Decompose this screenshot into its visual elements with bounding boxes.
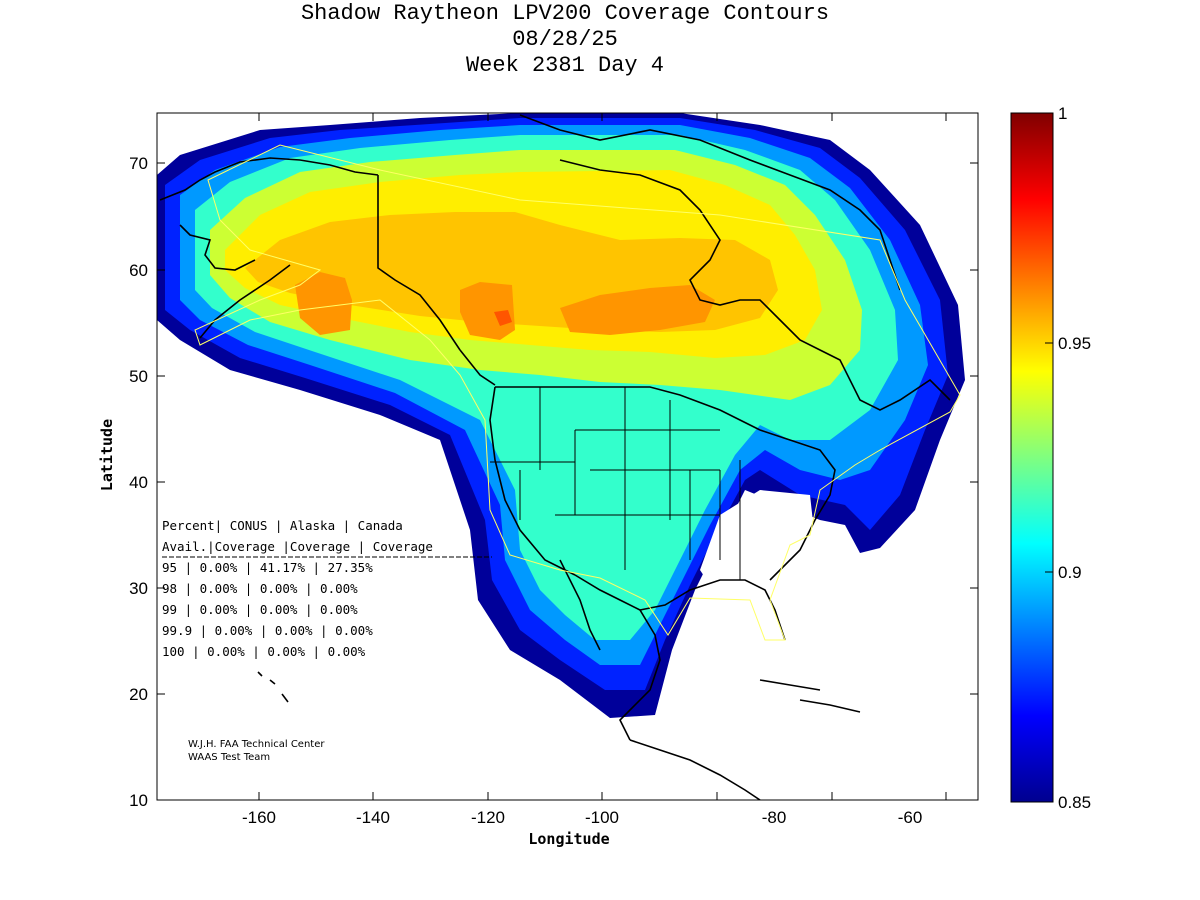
us-west-coast <box>489 386 576 576</box>
x-axis-label: Longitude <box>528 830 609 848</box>
gulf-coast <box>639 579 786 641</box>
colorbar-tick-label: 0.85 <box>1058 793 1091 812</box>
table-header: Percent| CONUS | Alaska | Canada <box>162 518 403 533</box>
x-tick-labels: -160 -140 -120 -100 -80 -60 <box>242 808 922 827</box>
credit-block: W.J.H. FAA Technical Center WAAS Test Te… <box>188 739 325 763</box>
coverage-contours <box>157 113 965 718</box>
contour-level-0-96c <box>560 285 715 335</box>
mexico-coast <box>559 559 661 741</box>
colorbar-tick-label: 0.95 <box>1058 334 1091 353</box>
coastlines <box>159 114 951 800</box>
caribbean <box>759 679 861 713</box>
y-tick-labels: 10 20 30 40 50 60 70 <box>129 154 148 810</box>
y-tick-label: 30 <box>129 579 148 598</box>
x-tick-label: -80 <box>762 808 787 827</box>
alaska-coast <box>159 157 461 351</box>
y-tick-label: 60 <box>129 261 148 280</box>
colorbar-tick-label: 0.9 <box>1058 563 1082 582</box>
coverage-stats-table: Percent| CONUS | Alaska | Canada Avail.|… <box>162 518 492 659</box>
us-canada-border <box>495 386 761 431</box>
x-tick-label: -60 <box>898 808 923 827</box>
y-tick-label: 50 <box>129 367 148 386</box>
chart-title-week: Week 2381 Day 4 <box>465 53 665 78</box>
canada-coast <box>459 114 951 411</box>
colorbar-tick-label: 1 <box>1058 104 1067 123</box>
hawaii <box>257 671 289 703</box>
y-tick-label: 40 <box>129 473 148 492</box>
y-tick-label: 10 <box>129 791 148 810</box>
x-tick-label: -100 <box>585 808 619 827</box>
table-row: 99 | 0.00% | 0.00% | 0.00% <box>162 602 358 617</box>
contour-level-0-96 <box>295 272 352 335</box>
plot-frame <box>156 112 979 801</box>
contour-gap-se <box>700 490 815 600</box>
x-tick-label: -120 <box>471 808 505 827</box>
table-row: 98 | 0.00% | 0.00% | 0.00% <box>162 581 358 596</box>
table-row: 95 | 0.00% | 41.17% | 27.35% <box>162 560 373 575</box>
table-header: Avail.|Coverage |Coverage | Coverage <box>162 539 433 554</box>
credit-line: W.J.H. FAA Technical Center <box>188 739 325 750</box>
state-borders <box>490 387 741 580</box>
x-tick-label: -140 <box>356 808 390 827</box>
us-east-coast <box>759 429 836 581</box>
contour-level-0-97 <box>494 310 512 326</box>
table-row: 99.9 | 0.00% | 0.00% | 0.00% <box>162 623 373 638</box>
credit-line: WAAS Test Team <box>188 752 270 763</box>
colorbar: 0.85 0.9 0.95 1 <box>1010 104 1091 812</box>
central-america <box>629 739 761 800</box>
y-axis-label: Latitude <box>98 419 116 491</box>
x-tick-label: -160 <box>242 808 276 827</box>
service-volume-boundary <box>194 144 961 641</box>
chart-title-date: 08/28/25 <box>512 27 618 52</box>
map-plot-area <box>156 112 979 801</box>
y-tick-label: 20 <box>129 685 148 704</box>
colorbar-gradient <box>1010 112 1054 803</box>
chart-title-line1: Shadow Raytheon LPV200 Coverage Contours <box>300 1 830 26</box>
axis-ticks <box>157 113 978 801</box>
table-row: 100 | 0.00% | 0.00% | 0.00% <box>162 644 366 659</box>
y-tick-label: 70 <box>129 154 148 173</box>
